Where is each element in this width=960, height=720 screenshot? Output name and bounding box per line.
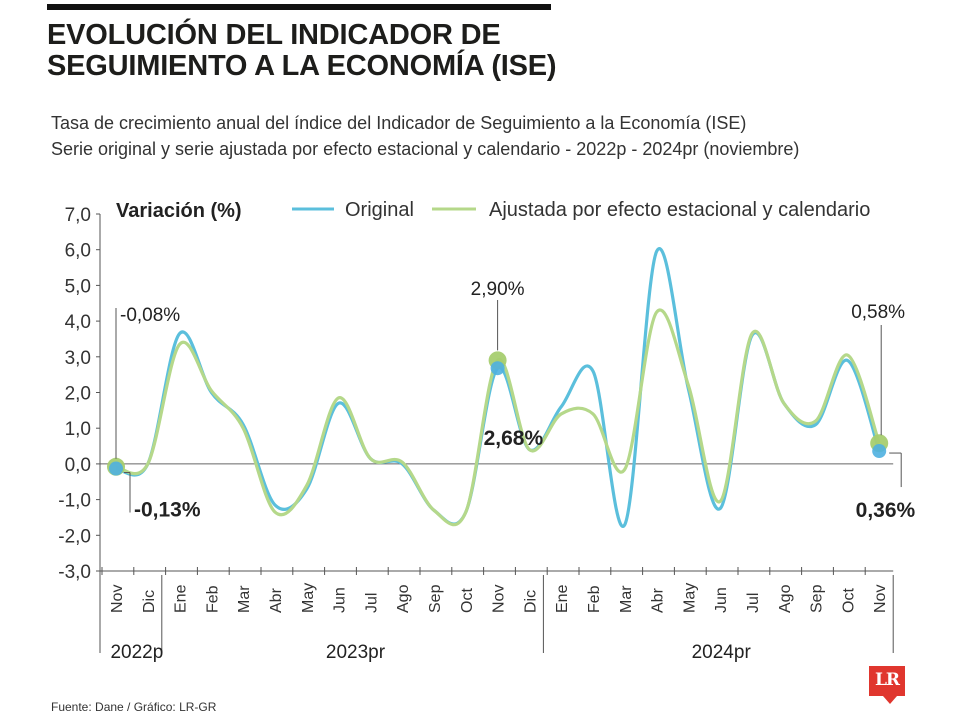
marker-original [872, 444, 887, 459]
annotation-label: 0,36% [856, 499, 916, 522]
y-tick-label: 3,0 [65, 348, 91, 369]
x-tick-label: Oct [840, 588, 857, 613]
x-tick-label: Ago [395, 584, 412, 613]
y-axis-title: Variación (%) [116, 200, 242, 222]
x-tick-label: Feb [204, 585, 221, 613]
x-tick-label: Ago [777, 584, 794, 613]
logo-tail [883, 696, 897, 704]
x-tick-label: Ene [554, 584, 571, 613]
chart-subtitle: Tasa de crecimiento anual del índice del… [51, 110, 931, 162]
markers [107, 351, 889, 476]
x-tick-label: May [300, 583, 317, 613]
y-tick-label: 2,0 [65, 384, 91, 405]
x-tick-label: Nov [109, 585, 126, 613]
series-line-adjusted [115, 308, 881, 527]
year-label: 2024pr [692, 642, 752, 663]
annotation-label: -0,08% [120, 305, 180, 326]
x-tick-label: Mar [618, 585, 635, 613]
x-tick-label: Abr [650, 587, 667, 613]
x-tick-label: Mar [236, 585, 253, 613]
y-tick-label: -2,0 [58, 526, 91, 547]
year-label: 2022p [110, 642, 163, 663]
subtitle-line-1: Tasa de crecimiento anual del índice del… [51, 113, 747, 133]
source-note: Fuente: Dane / Gráfico: LR-GR [51, 700, 217, 714]
legend-label-original: Original [345, 199, 414, 221]
x-tick-label: Jun [713, 587, 730, 613]
x-tick-label: Nov [872, 585, 889, 613]
x-tick-label: Ene [173, 584, 190, 613]
y-tick-label: -3,0 [58, 562, 91, 583]
y-tick-label: 7,0 [65, 205, 91, 226]
x-tick-label: Jun [332, 587, 349, 613]
x-tick-label: Nov [491, 585, 508, 613]
logo-badge [869, 666, 905, 696]
title-line-2: SEGUIMIENTO A LA ECONOMÍA (ISE) [47, 50, 557, 82]
lr-logo: LR [869, 666, 905, 704]
x-tick-label: Feb [586, 585, 603, 613]
annotation-label: 2,90% [471, 279, 525, 300]
x-tick-label: Dic [522, 590, 539, 613]
line-chart: 7,0 6,0 5,0 4,0 3,0 2,0 1,0 0,0 -1,0 -2,0 -3,0 Nov D… [58, 199, 916, 663]
x-tick-label: Sep [809, 584, 826, 613]
annotation-label: 0,58% [851, 302, 905, 323]
x-tick-label: Abr [268, 587, 285, 613]
marker-original [490, 361, 505, 376]
top-rule [47, 4, 551, 10]
y-tick-label: 1,0 [65, 419, 91, 440]
x-tick-label: Jul [363, 593, 380, 613]
year-label: 2023pr [326, 642, 386, 663]
y-tick-label: 5,0 [65, 276, 91, 297]
y-tick-label: 4,0 [65, 312, 91, 333]
x-tick-label: May [681, 583, 698, 613]
axes: 7,0 6,0 5,0 4,0 3,0 2,0 1,0 0,0 -1,0 -2,0 -3,0 Nov D… [58, 205, 894, 663]
series [115, 247, 881, 528]
annotations: -0,08% -0,13% 2,90% 2,68% 0,58% 0,36% [115, 279, 916, 522]
legend: Variación (%) Original Ajustada por efecto… [116, 199, 870, 222]
legend-label-adjusted: Ajustada por efecto estacional y calenda… [489, 199, 870, 221]
marker-original [109, 461, 123, 476]
x-tick-label: Sep [427, 584, 444, 613]
y-tick-label: 6,0 [65, 241, 91, 262]
x-tick-label: Jul [745, 593, 762, 613]
annotation-label: 2,68% [484, 427, 544, 450]
chart-title: EVOLUCIÓN DEL INDICADOR DE SEGUIMIENTO A… [47, 20, 647, 82]
x-tick-label: Oct [459, 588, 476, 613]
annotation-label: -0,13% [134, 499, 201, 522]
y-tick-label: -1,0 [58, 491, 91, 512]
subtitle-line-2: Serie original y serie ajustada por efec… [51, 139, 800, 159]
y-tick-label: 0,0 [65, 455, 91, 476]
title-line-1: EVOLUCIÓN DEL INDICADOR DE [47, 19, 501, 51]
x-tick-label: Dic [141, 590, 158, 613]
logo-text: LR [874, 670, 900, 690]
